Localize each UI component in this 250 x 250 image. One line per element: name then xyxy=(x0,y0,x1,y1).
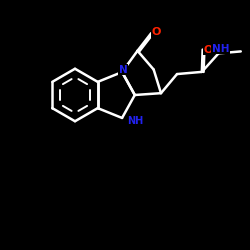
Text: NH: NH xyxy=(212,44,229,54)
Text: NH: NH xyxy=(128,116,144,126)
Text: O: O xyxy=(152,27,161,37)
Text: O: O xyxy=(204,44,213,54)
Text: N: N xyxy=(119,64,128,74)
